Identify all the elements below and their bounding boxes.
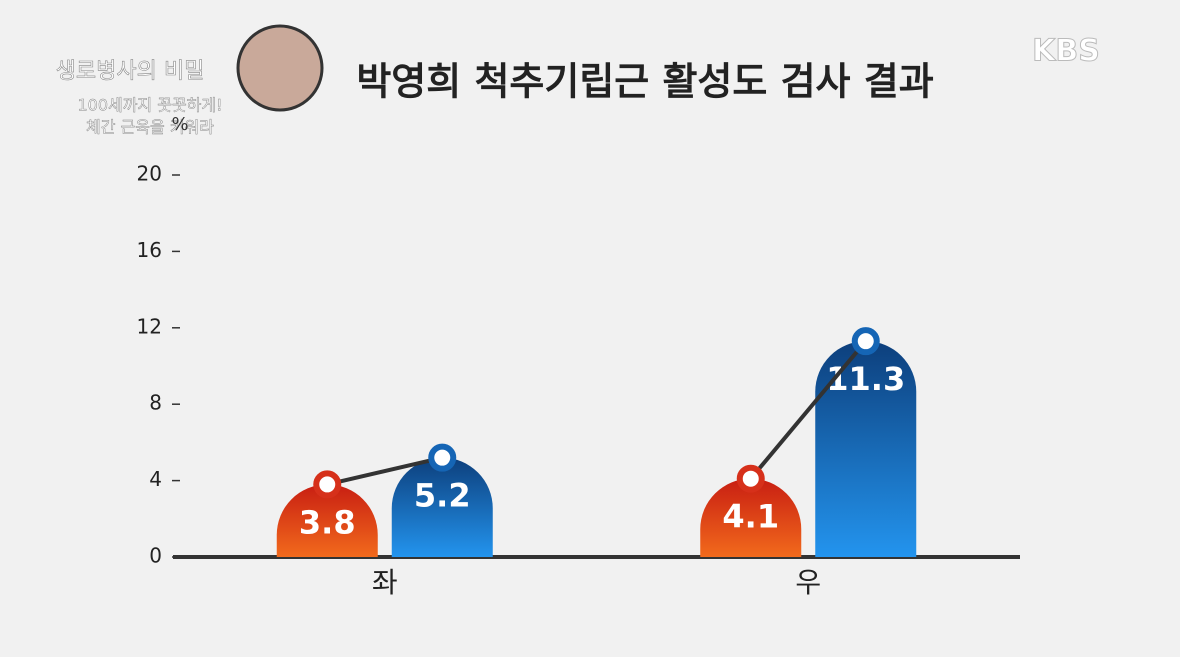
logo: KBS bbox=[1032, 34, 1100, 69]
y-tick-label: 12 bbox=[137, 314, 162, 338]
bar bbox=[815, 341, 917, 557]
program-title: 생로병사의 비밀 bbox=[56, 59, 205, 84]
connector bbox=[326, 455, 443, 487]
data-label: 11.3 bbox=[826, 360, 905, 398]
marker bbox=[851, 327, 880, 356]
marker bbox=[736, 464, 765, 493]
y-tick-label: 4 bbox=[149, 467, 162, 491]
data-label: 3.8 bbox=[299, 503, 356, 541]
connector bbox=[749, 339, 868, 480]
y-tick-label: 0 bbox=[149, 544, 162, 568]
episode-line: 체간 근육을 키워라 bbox=[86, 118, 214, 137]
y-tick-label: 8 bbox=[149, 391, 162, 415]
bar bbox=[700, 478, 802, 557]
episode-line: 100세까지 꼿꼿하게! bbox=[77, 96, 222, 115]
chart-title: 박영희 척추기립근 활성도 검사 결과 bbox=[356, 60, 933, 104]
data-label: 4.1 bbox=[722, 498, 779, 536]
marker bbox=[313, 470, 342, 499]
bar bbox=[391, 457, 493, 557]
portrait bbox=[236, 24, 324, 112]
x-tick-label: 우 bbox=[795, 566, 821, 599]
y-axis-label: % bbox=[171, 114, 188, 135]
y-tick-label: 20 bbox=[137, 162, 162, 186]
marker bbox=[428, 443, 457, 472]
data-label: 5.2 bbox=[414, 477, 471, 515]
y-tick-label: 16 bbox=[137, 238, 162, 262]
bar bbox=[276, 484, 378, 557]
x-tick-label: 좌 bbox=[372, 566, 398, 599]
